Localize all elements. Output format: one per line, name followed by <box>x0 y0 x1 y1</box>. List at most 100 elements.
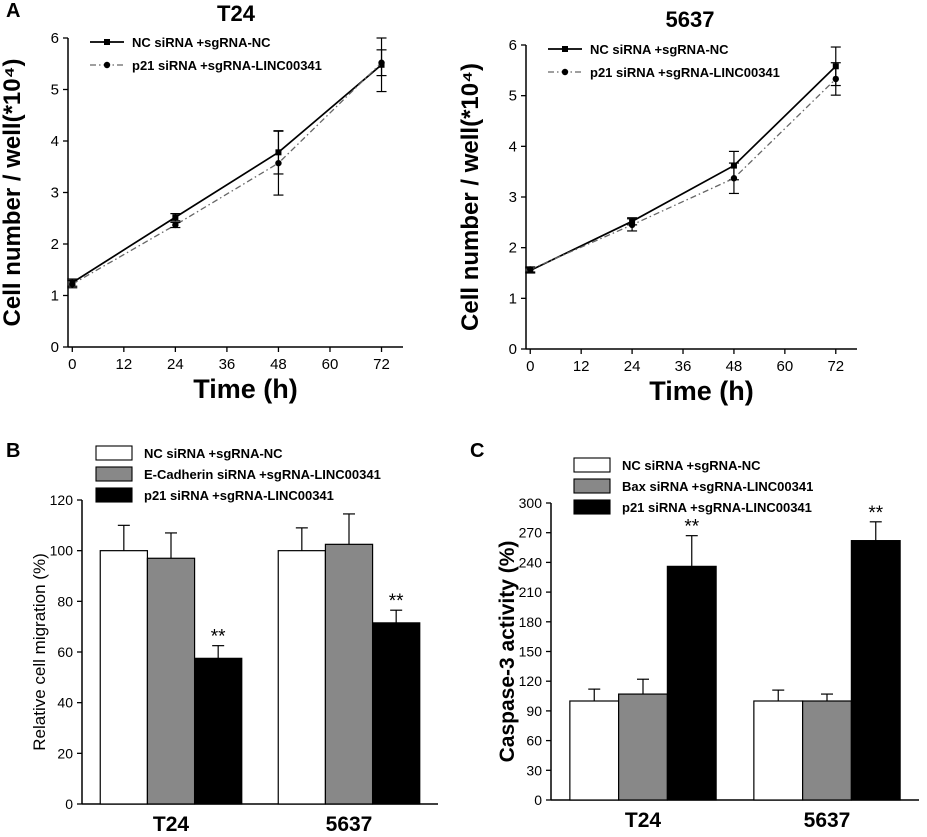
y-tick-label: 4 <box>51 133 59 150</box>
y-tick-label: 40 <box>57 695 73 711</box>
series-line <box>529 78 837 271</box>
y-tick-label: 2 <box>509 240 517 257</box>
y-tick-label: 4 <box>509 138 517 155</box>
y-tick-label: 6 <box>509 37 517 54</box>
x-axis-title: Time (h) <box>649 376 754 406</box>
bar <box>753 700 804 801</box>
y-axis-title: Relative cell migration (%) <box>30 553 49 750</box>
x-tick-label: T24 <box>625 809 662 832</box>
x-tick-label: 36 <box>675 358 692 375</box>
y-tick-label: 1 <box>509 290 517 307</box>
y-tick-label: 80 <box>57 593 73 609</box>
y-tick-label: 120 <box>50 492 74 508</box>
data-point <box>628 221 636 229</box>
x-tick-label: 0 <box>526 358 534 375</box>
plot-C: ** T24 ** 5637 NC siRNA +sgRNA-NC Bax siRNA +… <box>569 457 901 832</box>
legend-label: NC siRNA +sgRNA-NC <box>590 42 729 57</box>
legend-label: Bax siRNA +sgRNA-LINC00341 <box>622 479 813 494</box>
legend-label: p21 siRNA +sgRNA-LINC00341 <box>622 500 812 515</box>
x-tick-label: T24 <box>153 813 190 836</box>
panel-label-b: B <box>6 440 21 462</box>
significance-label: ** <box>868 503 883 524</box>
x-tick-label: 5637 <box>326 813 373 836</box>
x-tick-label: 36 <box>219 356 236 373</box>
y-tick-label: 3 <box>509 189 517 206</box>
axes-B: 0 20 40 60 80 100 120 Relative cell migration (… <box>30 492 438 812</box>
x-tick-label: 48 <box>726 358 743 375</box>
data-point <box>527 266 534 273</box>
legend-label: p21 siRNA +sgRNA-LINC00341 <box>590 65 780 80</box>
x-tick-label: 60 <box>322 356 339 373</box>
axes-A1: 0 1 2 3 4 5 6 Cell number / well(*10⁴) <box>0 30 403 356</box>
chart-title: 5637 <box>666 7 715 32</box>
legend-label: NC siRNA +sgRNA-NC <box>144 446 283 461</box>
x-tick-label: 72 <box>373 356 390 373</box>
y-tick-label: 120 <box>519 673 543 689</box>
y-tick-label: 180 <box>519 614 543 630</box>
bar <box>193 657 243 805</box>
bar <box>802 700 852 801</box>
x-tick-label: 72 <box>827 358 844 375</box>
plot-A1: 0 12 24 36 48 60 72 Time (h) T24 NC siRNA +sgRNA-… <box>67 1 390 404</box>
x-tick-label: 60 <box>777 358 794 375</box>
data-point <box>378 59 385 66</box>
x-tick-label: 12 <box>573 358 590 375</box>
significance-label: ** <box>389 591 404 612</box>
data-point <box>172 221 179 229</box>
data-point <box>69 280 76 288</box>
y-tick-label: 210 <box>519 584 543 600</box>
x-axis-title: Time (h) <box>193 374 298 404</box>
series-line <box>529 65 837 272</box>
y-axis-title: Caspase-3 activity (%) <box>496 541 519 763</box>
panel-label-c: C <box>470 440 485 462</box>
legend-marker <box>104 39 110 45</box>
y-tick-label: 20 <box>57 745 73 761</box>
y-tick-label: 270 <box>519 525 543 541</box>
legend-label: NC siRNA +sgRNA-NC <box>132 35 271 50</box>
y-tick-label: 30 <box>526 762 542 778</box>
bar <box>618 693 668 801</box>
legend-swatch <box>573 478 611 494</box>
series-line <box>71 62 382 285</box>
axes-C: 0 30 60 90 120 150 180 210 240 270 300 Caspase-3 ac… <box>496 495 919 808</box>
y-tick-label: 0 <box>509 341 517 358</box>
y-tick-label: 6 <box>51 30 59 47</box>
legend-label: p21 siRNA +sgRNA-LINC00341 <box>144 488 334 503</box>
panel-label-a: A <box>6 0 21 22</box>
plot-A2: 0 12 24 36 48 60 72 Time (h) 5637 NC siRNA +sgRNA… <box>525 7 844 406</box>
bar <box>146 557 196 805</box>
data-point <box>275 159 282 167</box>
x-tick-label: 0 <box>68 356 76 373</box>
legend-marker <box>103 61 111 69</box>
y-tick-label: 240 <box>519 554 543 570</box>
y-tick-label: 0 <box>65 796 73 812</box>
legend-swatch <box>95 466 133 482</box>
data-point <box>730 175 738 182</box>
y-tick-label: 90 <box>526 703 542 719</box>
y-tick-label: 60 <box>57 644 73 660</box>
y-tick-label: 0 <box>534 792 542 808</box>
y-tick-label: 150 <box>519 644 543 660</box>
bar <box>371 622 421 805</box>
y-tick-label: 3 <box>51 185 59 202</box>
y-tick-label: 2 <box>51 236 59 253</box>
data-point <box>832 75 839 83</box>
bar <box>850 540 901 801</box>
legend-swatch <box>573 499 611 515</box>
legend-swatch <box>95 487 133 503</box>
y-tick-label: 0 <box>51 339 59 356</box>
legend-marker <box>561 68 569 76</box>
y-tick-label: 60 <box>526 733 542 749</box>
x-tick-label: 12 <box>115 356 132 373</box>
legend-label: E-Cadherin siRNA +sgRNA-LINC00341 <box>144 467 381 482</box>
y-axis-title: Cell number / well(*10⁴) <box>457 63 484 331</box>
bar <box>324 543 374 805</box>
data-point <box>172 214 179 221</box>
y-tick-label: 300 <box>519 495 543 511</box>
legend-marker <box>562 46 568 52</box>
series-line <box>71 64 383 284</box>
x-tick-label: 5637 <box>804 809 851 832</box>
y-tick-label: 5 <box>509 88 517 105</box>
y-axis-title: Cell number / well(*10⁴) <box>0 59 26 327</box>
